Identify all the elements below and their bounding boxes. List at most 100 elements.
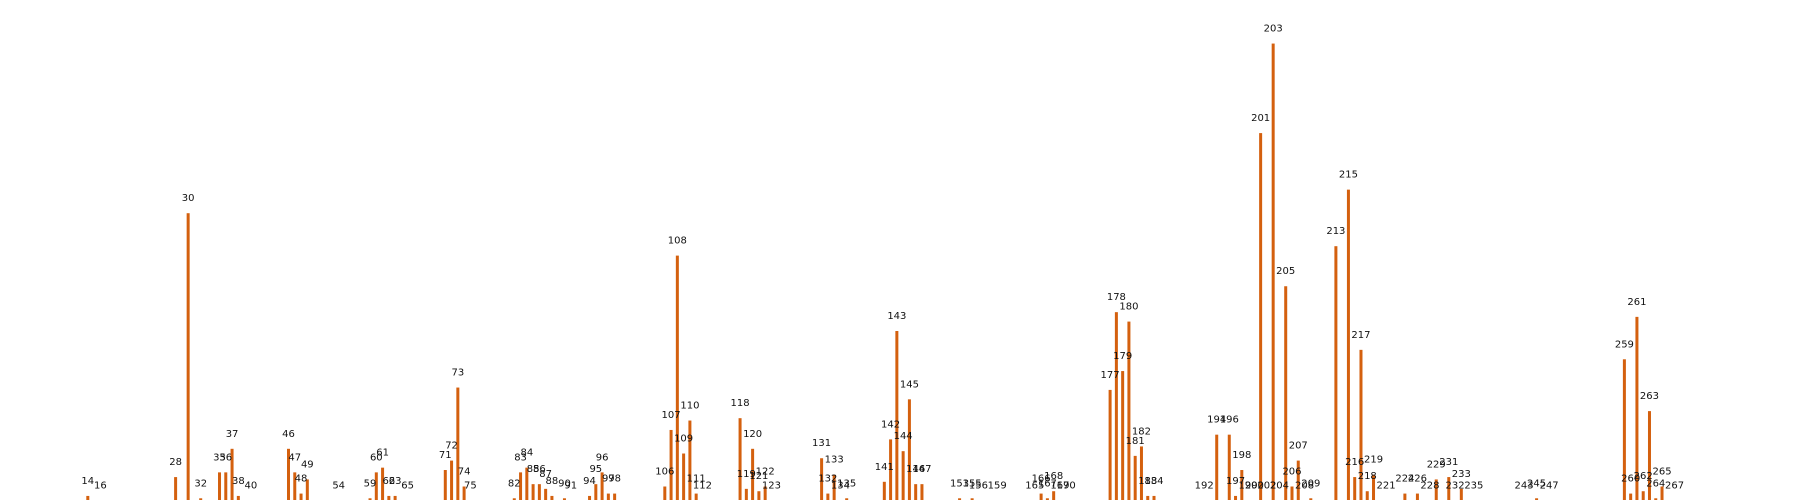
bar-132 [826,493,830,500]
bar-label-96: 96 [596,452,609,463]
bar-label-119: 119 [737,469,756,480]
bar-label-54: 54 [332,481,345,492]
bar-label-267: 267 [1665,481,1684,492]
bar-label-247: 247 [1540,481,1559,492]
bar-label-142: 142 [881,419,900,430]
bar-label-231: 231 [1439,457,1458,468]
bar-label-87: 87 [539,469,552,480]
bar-label-259: 259 [1615,339,1634,350]
bar-217 [1359,349,1363,500]
bar-label-144: 144 [894,431,913,442]
bar-label-135: 135 [837,478,856,489]
bar-label-215: 215 [1339,170,1358,181]
bar-label-85: 85 [527,464,540,475]
bar-109 [682,453,686,500]
bar-label-118: 118 [731,398,750,409]
bar-131 [820,458,824,500]
bar-label-147: 147 [912,464,931,475]
bar-262 [1641,491,1645,500]
bar-label-112: 112 [693,481,712,492]
bar-label-141: 141 [875,462,894,473]
bar-146 [914,484,918,500]
bar-label-232: 232 [1446,481,1465,492]
bar-label-82: 82 [508,478,521,489]
bar-label-245: 245 [1527,478,1546,489]
bar-label-28: 28 [169,457,182,468]
bar-107 [669,429,673,500]
bar-label-261: 261 [1627,297,1646,308]
bar-90 [562,498,566,500]
bar-219 [1372,474,1376,500]
bar-14 [86,495,90,500]
bar-label-184: 184 [1144,476,1163,487]
bar-83 [519,472,523,500]
bar-94 [588,495,592,500]
bar-182 [1139,446,1143,500]
bar-label-49: 49 [301,459,314,470]
bar-label-208: 208 [1295,481,1314,492]
bar-119 [744,488,748,500]
bar-label-98: 98 [608,474,621,485]
bar-label-167: 167 [1038,478,1057,489]
bar-label-209: 209 [1301,478,1320,489]
bar-265 [1660,486,1664,500]
bar-label-205: 205 [1276,266,1295,277]
bar-label-30: 30 [182,193,195,204]
bar-label-197: 197 [1226,476,1245,487]
bar-label-170: 170 [1057,481,1076,492]
bar-label-86: 86 [533,464,546,475]
bar-label-133: 133 [825,455,844,466]
bar-147 [920,484,924,500]
bar-229 [1434,479,1438,500]
bar-122 [763,486,767,500]
bar-260 [1629,493,1633,500]
bar-label-40: 40 [245,481,258,492]
bar-263 [1647,411,1651,500]
bar-133 [832,474,836,500]
bar-label-228: 228 [1420,481,1439,492]
bar-59 [368,498,372,500]
bar-label-156: 156 [969,481,988,492]
bar-label-221: 221 [1377,481,1396,492]
bar-98 [613,493,617,500]
bar-184 [1152,495,1156,500]
bar-label-194: 194 [1207,415,1226,426]
bar-label-47: 47 [288,452,301,463]
bar-37 [230,448,234,500]
bar-label-229: 229 [1427,459,1446,470]
bar-74 [462,486,466,500]
bar-177 [1108,389,1112,500]
bar-61 [381,467,385,500]
bar-label-36: 36 [219,452,232,463]
bar-60 [374,472,378,500]
bar-121 [757,491,761,500]
bar-label-120: 120 [743,429,762,440]
bar-179 [1121,371,1125,500]
bar-183 [1146,495,1150,500]
bar-label-83: 83 [514,452,527,463]
bar-153 [958,498,962,500]
bar-label-48: 48 [295,474,308,485]
bar-label-74: 74 [458,467,471,478]
bar-label-122: 122 [756,467,775,478]
bar-label-146: 146 [906,464,925,475]
bar-87 [544,488,548,500]
bar-181 [1133,455,1137,500]
bar-259 [1622,359,1626,500]
bar-35 [218,472,222,500]
bar-231 [1447,477,1451,500]
bar-label-265: 265 [1652,467,1671,478]
bar-label-37: 37 [226,429,239,440]
bar-49 [305,479,309,500]
bar-label-131: 131 [812,438,831,449]
bar-63 [393,495,397,500]
bar-label-169: 169 [1050,481,1069,492]
bar-71 [443,470,447,500]
bar-label-107: 107 [662,410,681,421]
bar-label-207: 207 [1289,441,1308,452]
bar-30 [186,213,190,500]
bar-label-262: 262 [1634,471,1653,482]
bar-label-179: 179 [1113,351,1132,362]
bar-label-75: 75 [464,481,477,492]
